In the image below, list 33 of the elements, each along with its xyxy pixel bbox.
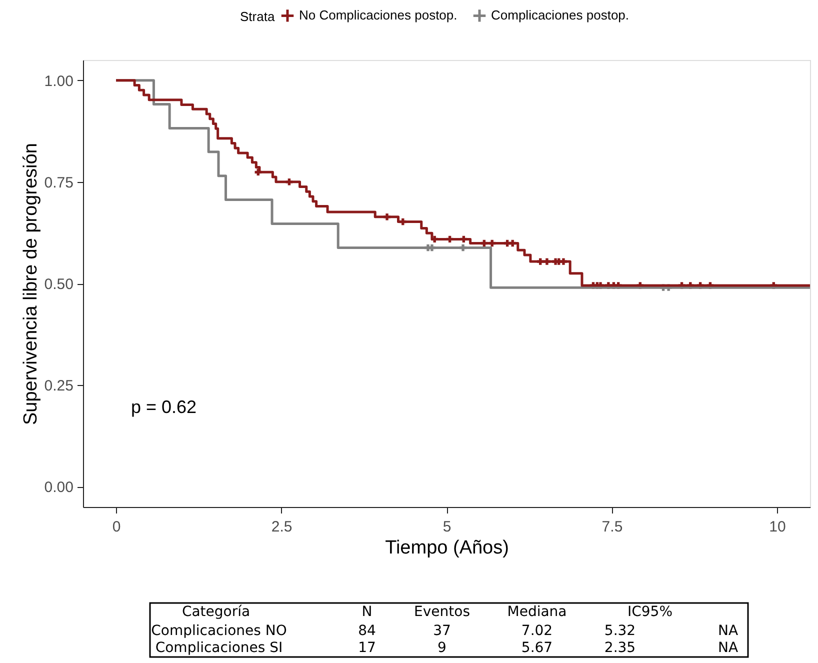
y-tick-label: 0.50 [44,276,74,293]
text: Complicaciones SI [155,640,283,656]
text: 5.32 [604,623,636,639]
text: NA [718,623,738,639]
y-tick-label: 0.75 [44,174,74,192]
x-axis-title: Tiempo (Años) [385,538,509,558]
x-tick-label: 10 [769,518,786,536]
text: IC95% [627,604,673,620]
text: 9 [438,640,446,656]
text: 84 [358,623,376,639]
text: 5.67 [521,640,553,656]
y-tick-label: 0.00 [44,479,74,496]
y-tick-label: 0.25 [44,378,74,395]
x-tick-label: 0 [112,518,121,536]
annotation: p = 0.62 [131,397,197,417]
text: N [362,604,372,620]
text: NA [718,640,738,656]
text: 2.35 [604,640,636,656]
y-axis-title: Supervivencia libre de progresión [20,143,42,425]
text: 17 [358,640,376,656]
x-tick-label: 2.5 [271,518,292,536]
text: Mediana [507,604,567,620]
text: 37 [433,623,451,639]
legend-label: No Complicaciones postop. [299,8,458,23]
text: 7.02 [521,623,553,639]
x-tick-label: 5 [442,518,452,536]
text: Categoría [182,604,250,620]
y-tick-label: 1.00 [44,72,74,90]
text: Eventos [414,604,470,620]
legend-title: Strata [240,9,276,24]
x-tick-label: 7.5 [602,518,623,536]
text: Complicaciones NO [151,623,287,639]
legend-label: Complicaciones postop. [491,8,630,23]
